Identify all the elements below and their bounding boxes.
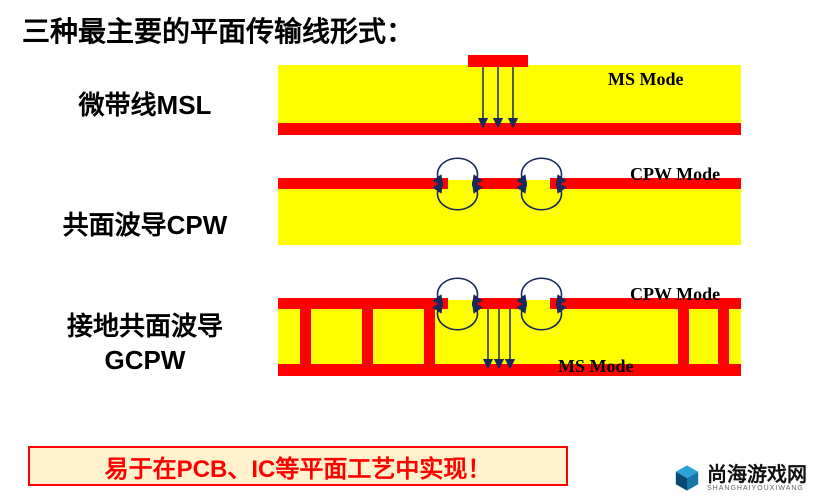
cpw-mode-label: CPW Mode (630, 164, 720, 185)
diagram-gcpw: CPW Mode MS Mode (278, 290, 741, 390)
diagram-msl: MS Mode (278, 55, 741, 145)
logo-sub: SHANGHAIYOUXIWANG (707, 485, 807, 492)
logo-main: 尚海游戏网 (707, 465, 807, 485)
logo-text: 尚海游戏网 SHANGHAIYOUXIWANG (707, 465, 807, 492)
diagram-cpw: CPW Mode (278, 170, 741, 260)
gcpw-ms-mode-label: MS Mode (558, 356, 634, 377)
row-gcpw-label: 接地共面波导 GCPW (30, 310, 260, 378)
bottom-note: 易于在PCB、IC等平面工艺中实现！ (28, 446, 568, 486)
row-cpw-label: 共面波导CPW (30, 205, 260, 242)
cube-icon (673, 464, 701, 492)
row-msl-label: 微带线MSL (30, 85, 260, 122)
row-gcpw-label-line1: 接地共面波导 (67, 311, 223, 341)
msl-mode-label: MS Mode (608, 69, 684, 90)
gcpw-cpw-mode-label: CPW Mode (630, 284, 720, 305)
row-gcpw-label-line2: GCPW (105, 345, 186, 375)
site-logo: 尚海游戏网 SHANGHAIYOUXIWANG (673, 464, 807, 492)
slide-heading: 三种最主要的平面传输线形式： (22, 10, 414, 50)
